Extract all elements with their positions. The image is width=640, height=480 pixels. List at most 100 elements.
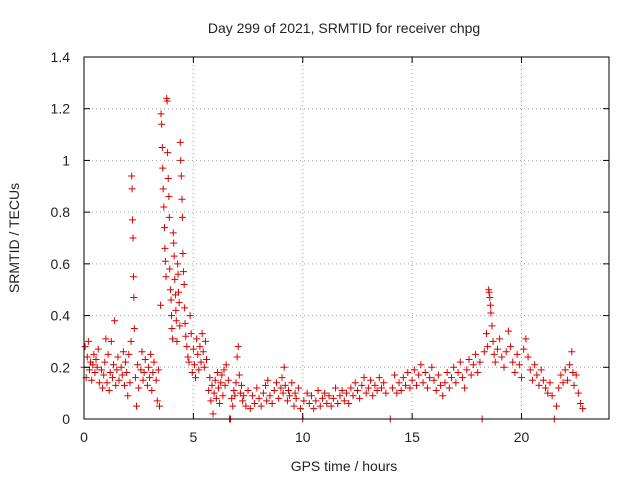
data-point xyxy=(158,120,166,128)
data-point xyxy=(167,296,175,304)
y-tick-label: 1 xyxy=(62,152,70,168)
data-point xyxy=(283,397,291,405)
data-point xyxy=(139,376,147,384)
data-point xyxy=(222,361,230,369)
data-point xyxy=(303,389,311,397)
data-point xyxy=(467,371,475,379)
data-point xyxy=(559,379,567,387)
data-point xyxy=(157,301,165,309)
data-point xyxy=(264,376,272,384)
data-point xyxy=(456,358,464,366)
data-point xyxy=(188,368,196,376)
data-point xyxy=(208,381,216,389)
data-point xyxy=(197,358,205,366)
data-point xyxy=(321,389,329,397)
data-point xyxy=(170,239,178,247)
data-point xyxy=(270,387,278,395)
data-point xyxy=(327,402,335,410)
data-point xyxy=(259,389,267,397)
data-point xyxy=(340,397,348,405)
data-point xyxy=(452,379,460,387)
data-point xyxy=(369,392,377,400)
data-point xyxy=(544,389,552,397)
data-point xyxy=(465,356,473,364)
data-point xyxy=(174,270,182,278)
data-point xyxy=(437,381,445,389)
data-point xyxy=(196,343,204,351)
data-point xyxy=(395,379,403,387)
data-point xyxy=(203,356,210,364)
data-point xyxy=(441,379,449,387)
data-point xyxy=(524,353,532,361)
data-point xyxy=(408,376,416,384)
y-tick-label: 0.4 xyxy=(51,308,71,324)
data-point xyxy=(155,402,163,410)
data-point xyxy=(406,384,414,392)
data-point xyxy=(579,405,587,413)
data-point xyxy=(275,394,283,402)
data-point xyxy=(181,304,189,312)
data-point xyxy=(323,399,331,407)
data-point xyxy=(356,394,364,402)
data-point xyxy=(190,361,198,369)
x-axis-label: GPS time / hours xyxy=(291,458,398,474)
y-tick-label: 1.4 xyxy=(51,49,71,65)
data-point xyxy=(175,288,182,296)
data-point xyxy=(104,350,112,358)
data-point xyxy=(187,330,195,338)
data-point xyxy=(443,368,451,376)
data-point xyxy=(507,343,515,351)
data-point xyxy=(94,345,102,353)
data-point xyxy=(177,172,185,180)
data-point xyxy=(246,405,254,413)
data-point xyxy=(107,337,115,345)
data-point xyxy=(186,312,194,320)
data-point xyxy=(169,335,177,343)
data-point xyxy=(281,381,289,389)
data-point xyxy=(91,368,99,376)
data-point xyxy=(489,337,497,345)
data-point xyxy=(520,345,528,353)
data-point xyxy=(393,389,401,397)
data-point xyxy=(568,348,576,356)
data-point xyxy=(221,381,229,389)
data-point xyxy=(332,384,340,392)
data-point xyxy=(432,387,440,395)
data-point xyxy=(498,353,506,361)
data-point xyxy=(244,387,252,395)
data-point xyxy=(316,402,324,410)
data-point xyxy=(375,374,383,382)
data-point xyxy=(153,397,161,405)
data-point xyxy=(88,376,96,384)
data-point xyxy=(480,348,488,356)
data-point xyxy=(509,358,517,366)
data-point xyxy=(165,213,173,221)
data-point xyxy=(176,138,184,146)
data-point xyxy=(300,397,308,405)
data-point xyxy=(113,366,121,374)
data-point xyxy=(174,260,182,268)
data-point xyxy=(511,368,519,376)
data-point xyxy=(150,358,158,366)
data-point xyxy=(206,374,214,382)
data-point xyxy=(486,301,494,309)
data-point xyxy=(566,361,574,369)
data-point xyxy=(84,337,92,345)
data-point xyxy=(213,368,221,376)
data-point xyxy=(526,366,534,374)
data-point xyxy=(169,229,177,237)
data-point xyxy=(199,348,207,356)
y-tick-label: 0.6 xyxy=(51,256,71,272)
data-point xyxy=(175,299,183,307)
data-point xyxy=(131,374,139,382)
data-point xyxy=(198,330,206,338)
data-point xyxy=(358,381,366,389)
data-point xyxy=(166,286,174,294)
y-tick-label: 0.2 xyxy=(51,359,71,375)
data-point xyxy=(162,273,170,281)
points-layer xyxy=(80,94,587,423)
data-point xyxy=(125,350,133,358)
data-point xyxy=(382,389,390,397)
data-point xyxy=(110,361,118,369)
data-point xyxy=(266,392,274,400)
